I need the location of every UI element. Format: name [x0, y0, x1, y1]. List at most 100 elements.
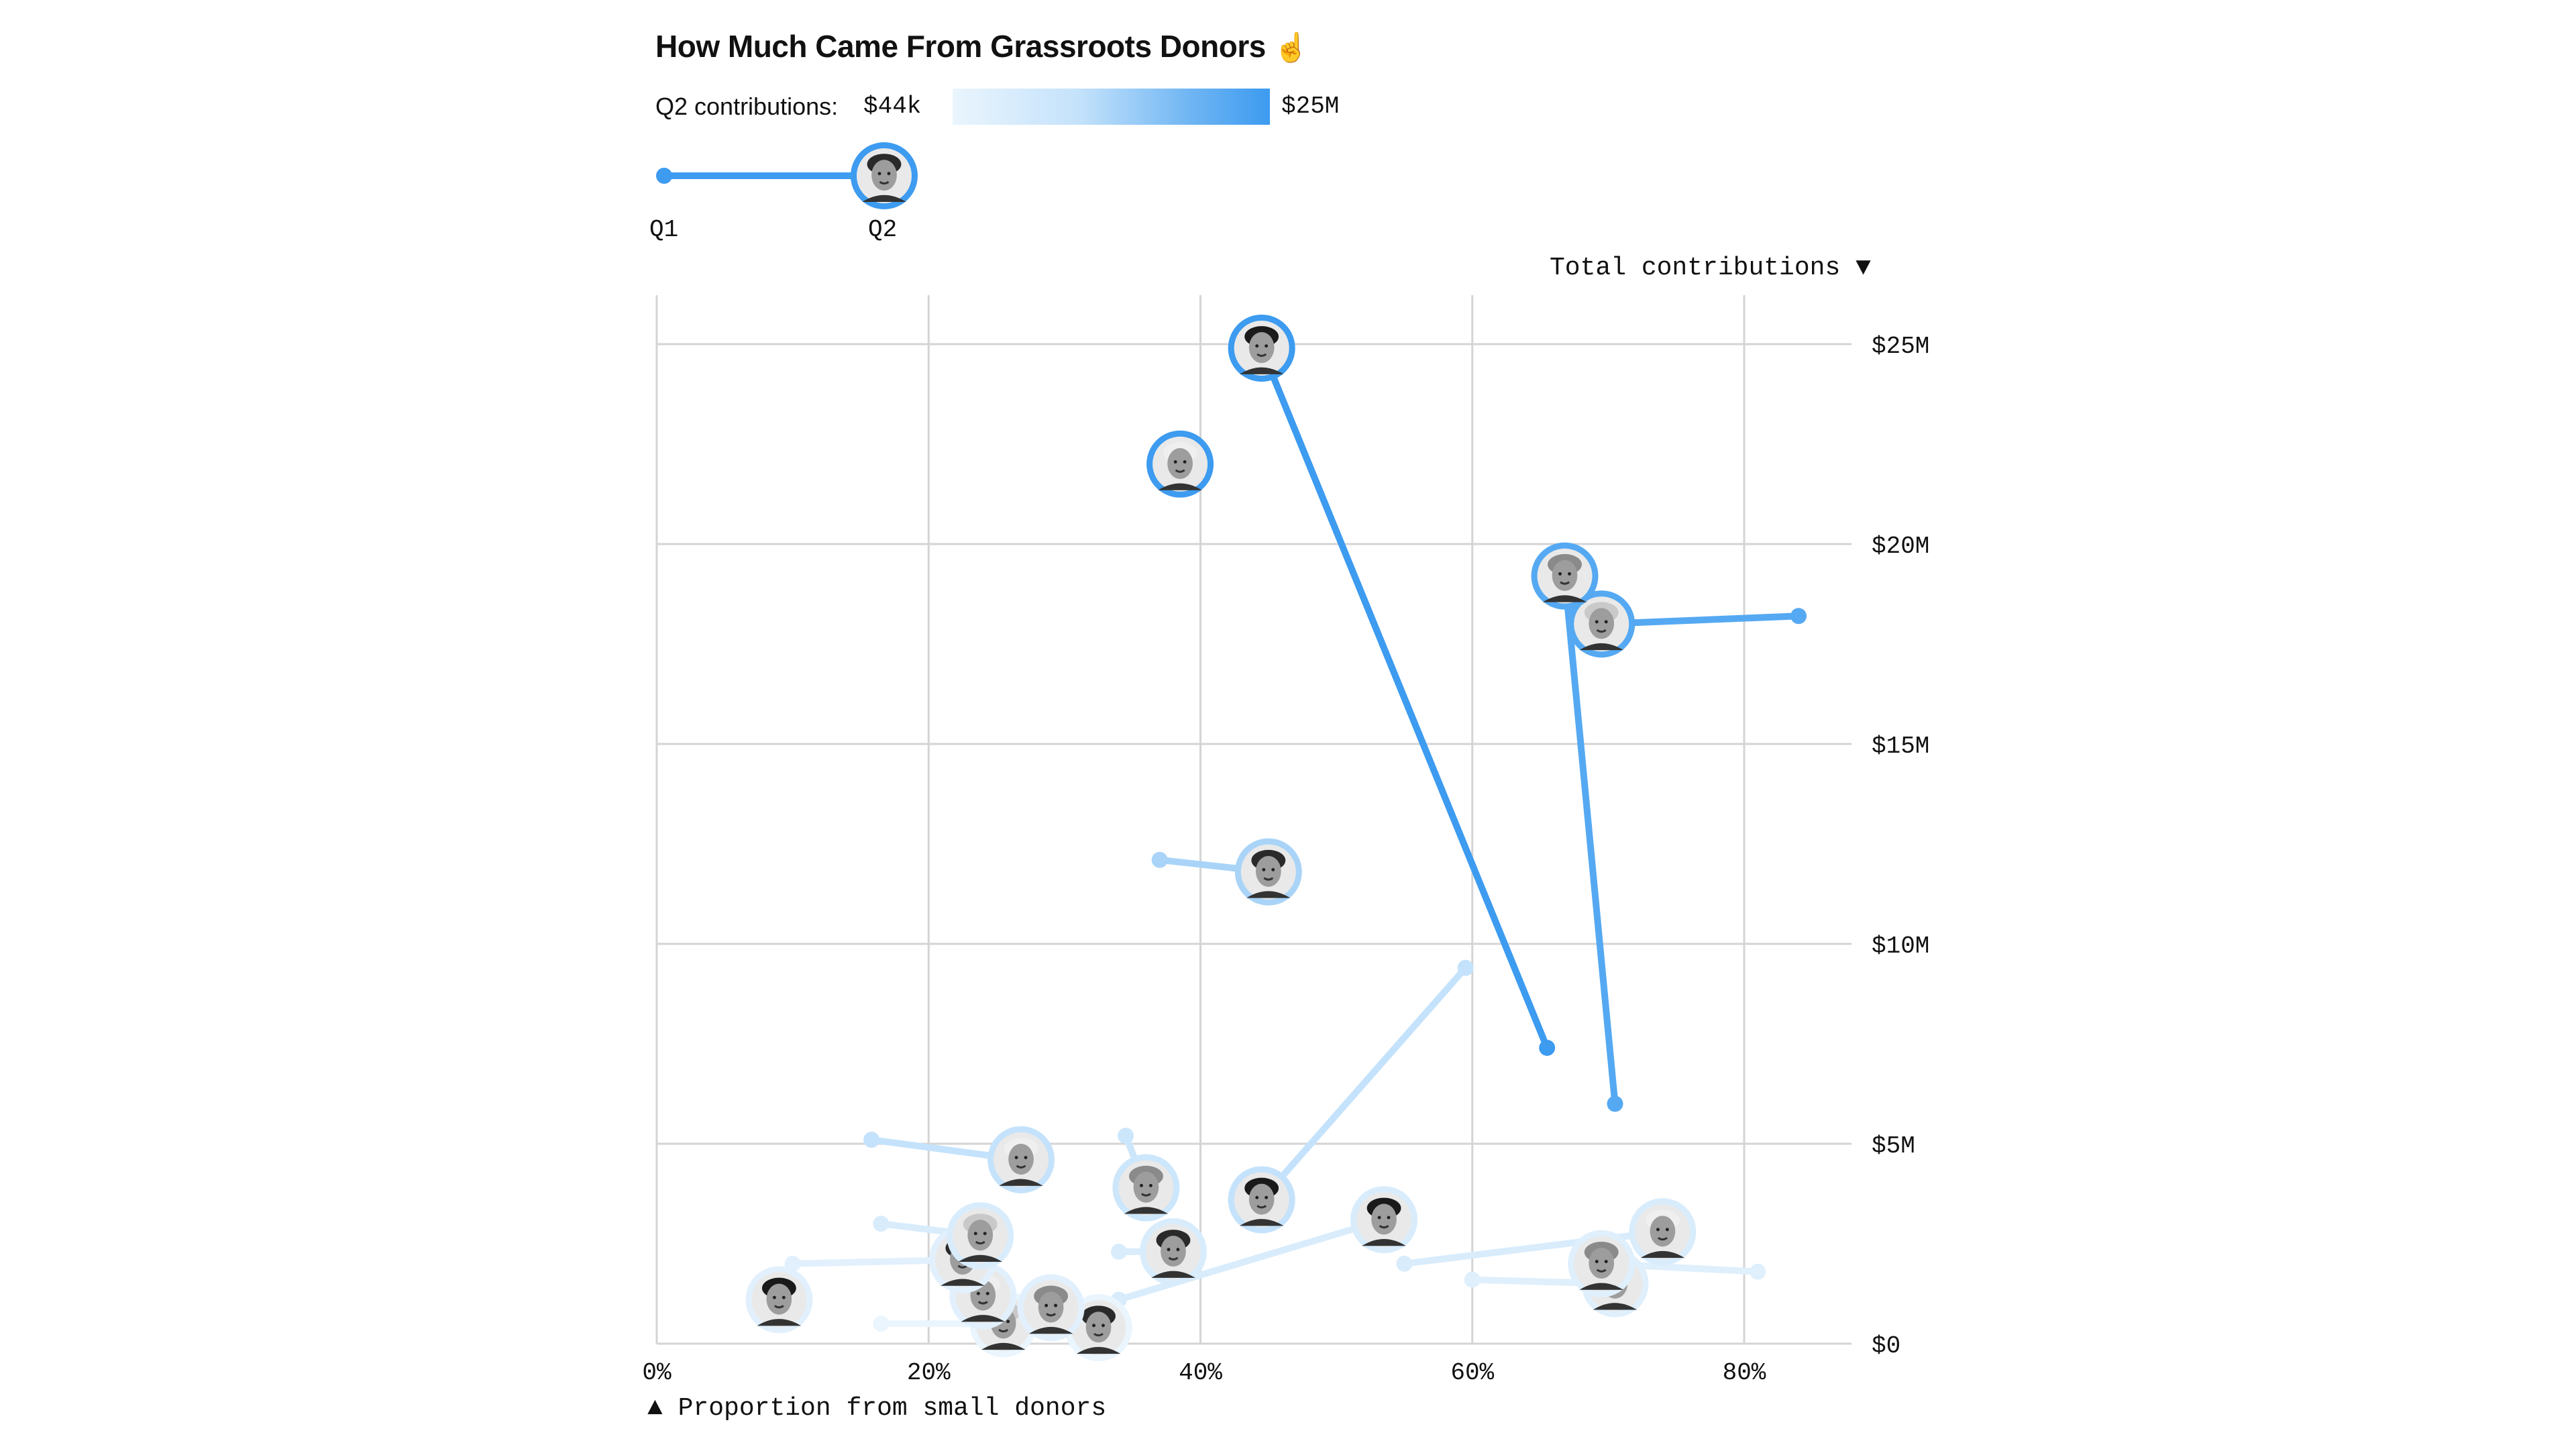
face-eye [1092, 1324, 1096, 1328]
face-mouth [1016, 1165, 1026, 1169]
q2-candidate-marker [1017, 1274, 1085, 1342]
key-q1-label: Q1 [649, 216, 679, 244]
y-tick-label: $20M [1872, 533, 1929, 560]
y-tick-label: $25M [1872, 333, 1929, 360]
legend-label: Q2 contributions: [655, 93, 839, 120]
face-mouth [975, 1240, 985, 1245]
face-head [1167, 448, 1193, 479]
q1-point [873, 1316, 890, 1332]
face-head [1248, 1183, 1275, 1215]
face-eye [973, 1232, 977, 1236]
face-head [1371, 1203, 1397, 1235]
sort-arrow-icon: ▼ [1856, 254, 1871, 282]
sort-control-label: Total contributions [1550, 254, 1841, 282]
legend-color-bar [953, 89, 1270, 125]
face-head [967, 1220, 994, 1251]
chart-title: How Much Came From Grassroots Donors ☝ [655, 28, 1309, 64]
q2-candidate-marker [1234, 838, 1302, 906]
face-head [1589, 1248, 1615, 1279]
face-head [1255, 855, 1281, 887]
face-head [1161, 1236, 1186, 1267]
face-shoulders [999, 1179, 1043, 1186]
face-mouth [1046, 1313, 1057, 1317]
face-mouth [1263, 877, 1274, 881]
q2-candidate-marker [1139, 1218, 1207, 1285]
face-eye [1102, 1324, 1105, 1328]
face-shoulders [1239, 367, 1284, 374]
face-eye [1044, 1303, 1049, 1307]
face-eye [772, 1295, 776, 1299]
face-eye [1604, 620, 1608, 624]
face-eye [1167, 1248, 1171, 1252]
face-eye [1183, 460, 1187, 464]
face-mouth [1168, 1256, 1179, 1260]
face-mouth [1596, 629, 1607, 633]
q1-point [873, 1216, 890, 1232]
x-axis-control[interactable]: ▲ Proportion from small donors [647, 1394, 1106, 1423]
x-tick-label: 0% [642, 1359, 672, 1387]
face-shoulders [1158, 483, 1202, 490]
face-shoulders [1593, 1303, 1638, 1310]
face-shoulders [862, 195, 906, 202]
face-eye [1265, 344, 1269, 348]
face-mouth [879, 180, 890, 184]
face-eye [1377, 1216, 1381, 1220]
face-eye [976, 1291, 980, 1295]
x-tick-label: 20% [907, 1359, 951, 1387]
face-eye [1595, 1260, 1599, 1263]
q2-candidate-marker [1228, 314, 1295, 382]
face-shoulders [1362, 1238, 1406, 1246]
q2-candidate-marker [1146, 430, 1214, 498]
face-eye [782, 1295, 786, 1299]
q1-q2-key [656, 142, 918, 209]
face-eye [1006, 1320, 1010, 1324]
key-q1-point [656, 168, 672, 184]
q2-candidate-marker [1568, 590, 1635, 658]
sort-control[interactable]: Total contributions ▼ [1550, 254, 1871, 282]
face-mouth [773, 1305, 784, 1309]
face-head [1589, 608, 1615, 639]
face-eye [1176, 1248, 1180, 1252]
x-tick-label: 80% [1723, 1359, 1766, 1387]
face-head [1133, 1171, 1159, 1203]
legend-min-label: $44k [863, 93, 922, 120]
face-shoulders [1028, 1327, 1073, 1334]
chart-title-text: How Much Came From Grassroots Donors [655, 29, 1266, 64]
q2-candidate-marker [1629, 1198, 1697, 1266]
q2-candidate-marker [1228, 1166, 1295, 1234]
face-eye [1255, 344, 1259, 348]
face-eye [1271, 867, 1275, 871]
face-mouth [1140, 1193, 1151, 1197]
q1-point [1110, 1243, 1127, 1260]
y-tick-label: $10M [1872, 932, 1929, 960]
face-mouth [1379, 1225, 1389, 1229]
face-head [1008, 1144, 1034, 1175]
y-tick-label: $0 [1872, 1332, 1900, 1360]
q2-candidate-marker [1568, 1230, 1635, 1297]
q2-candidate-marker [1112, 1154, 1180, 1222]
face-shoulders [757, 1319, 802, 1326]
q1-point [1457, 959, 1474, 976]
face-mouth [1560, 581, 1570, 585]
x-axis-arrow-icon: ▲ [647, 1394, 663, 1423]
face-mouth [1175, 469, 1185, 473]
face-head [871, 160, 897, 191]
key-q2-label: Q2 [868, 216, 898, 244]
candidate-trend-line [1258, 964, 1469, 1203]
face-head [1038, 1291, 1064, 1323]
face-shoulders [1239, 1219, 1284, 1226]
key-q2-marker [851, 142, 918, 209]
face-eye [1014, 1156, 1018, 1160]
face-mouth [977, 1301, 988, 1305]
face-eye [1054, 1303, 1058, 1307]
face-mouth [1256, 353, 1267, 357]
legend-max-label: $25M [1281, 93, 1340, 120]
q1-point [1396, 1255, 1413, 1272]
face-eye [1265, 1195, 1269, 1199]
face-shoulders [1076, 1346, 1121, 1354]
q1-point [1464, 1271, 1481, 1288]
q1-point [1151, 851, 1168, 868]
q1-point [863, 1132, 880, 1148]
face-shoulders [961, 1315, 1006, 1322]
